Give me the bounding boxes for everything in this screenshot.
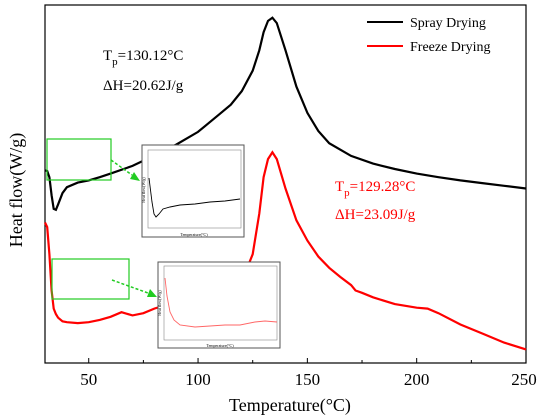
inset-plot-spray: Temperature(°C) Heat flow(W/g) [141, 144, 245, 238]
inset-xlabel-freeze: Temperature(°C) [206, 343, 234, 348]
x-axis-ticks [88, 358, 527, 363]
x-tick-label-200: 200 [404, 370, 430, 389]
inset-axes-spray [147, 149, 242, 229]
zoom-arrowhead-freeze [147, 289, 157, 297]
zoom-connector-freeze [111, 279, 149, 294]
inset-ylabel-freeze: Heat flow(W/g) [157, 290, 162, 316]
inset-ylabel-spray: Heat flow(W/g) [141, 177, 146, 203]
x-tick-label-150: 150 [295, 370, 321, 389]
zoom-box-spray [46, 138, 112, 181]
zoom-highlight-boxes [46, 138, 157, 300]
series-line-spray-drying [44, 16, 527, 212]
y-axis-label: Heat flow(W/g) [6, 133, 27, 247]
annotation-spray-drying: Tp=130.12°C ΔH=20.62J/g [103, 48, 184, 94]
legend-label-spray-drying: Spray Drying [410, 16, 486, 31]
annotation-dh-freeze: ΔH=23.09J/g [335, 207, 416, 223]
inset-line-freeze [164, 277, 278, 328]
legend: Spray Drying Freeze Drying [367, 16, 490, 55]
zoom-box-freeze [51, 258, 130, 300]
annotation-tp-spray: Tp=130.12°C [103, 48, 183, 68]
zoom-connector-spray [110, 159, 133, 176]
series-line-freeze-drying [44, 150, 527, 351]
inset-frame-spray [141, 144, 245, 238]
annotation-dh-spray: ΔH=20.62J/g [103, 78, 184, 94]
inset-line-spray [148, 177, 241, 218]
inset-plot-freeze: Temperature(°C) Heat flow(W/g) [157, 261, 281, 349]
inset-frame-freeze [157, 261, 281, 349]
x-axis-tick-labels: 50 100 150 200 250 [80, 370, 537, 389]
zoom-arrowhead-spray [130, 172, 140, 181]
annotation-freeze-drying: Tp=129.28°C ΔH=23.09J/g [335, 179, 416, 223]
x-tick-label-50: 50 [80, 370, 97, 389]
plot-frame [44, 4, 527, 364]
x-tick-label-250: 250 [511, 370, 537, 389]
inset-axes-freeze [163, 265, 278, 341]
annotation-tp-freeze: Tp=129.28°C [335, 179, 415, 199]
inset-xlabel-spray: Temperature(°C) [180, 232, 208, 237]
legend-label-freeze-drying: Freeze Drying [410, 40, 490, 55]
x-tick-label-100: 100 [185, 370, 211, 389]
x-axis-label: Temperature(°C) [229, 395, 351, 416]
